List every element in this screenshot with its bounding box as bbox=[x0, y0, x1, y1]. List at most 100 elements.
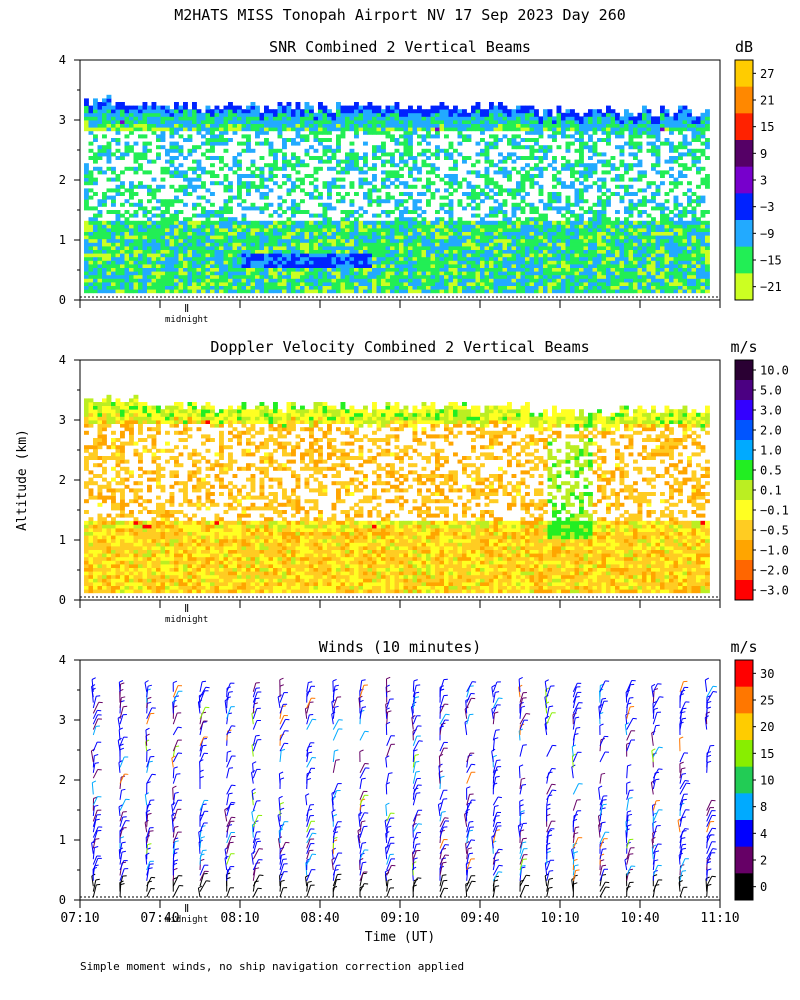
heatmap-cell bbox=[399, 242, 404, 247]
heatmap-cell bbox=[498, 220, 503, 225]
heatmap-cell bbox=[300, 235, 305, 240]
heatmap-cell bbox=[430, 231, 436, 236]
heatmap-cell bbox=[277, 120, 283, 124]
heatmap-cell bbox=[318, 159, 323, 164]
heatmap-cell bbox=[250, 256, 256, 261]
heatmap-cell bbox=[493, 105, 499, 110]
heatmap-cell bbox=[435, 130, 440, 135]
heatmap-cell bbox=[664, 206, 670, 211]
heatmap-cell bbox=[637, 242, 643, 247]
heatmap-cell bbox=[156, 123, 161, 128]
heatmap-cell bbox=[129, 253, 134, 258]
heatmap-cell bbox=[165, 224, 170, 229]
heatmap-cell bbox=[129, 148, 134, 153]
heatmap-cell bbox=[160, 213, 166, 218]
heatmap-cell bbox=[124, 271, 130, 276]
heatmap-cell bbox=[412, 224, 418, 229]
heatmap-cell bbox=[268, 264, 274, 268]
heatmap-cell bbox=[507, 274, 512, 279]
heatmap-cell bbox=[142, 210, 148, 214]
heatmap-cell bbox=[142, 170, 148, 175]
heatmap-cell bbox=[124, 152, 130, 157]
heatmap-cell bbox=[444, 256, 449, 261]
heatmap-cell bbox=[444, 195, 449, 200]
heatmap-cell bbox=[475, 274, 481, 279]
heatmap-cell bbox=[97, 228, 103, 232]
heatmap-cell bbox=[480, 109, 485, 114]
heatmap-cell bbox=[664, 116, 670, 121]
heatmap-cell bbox=[214, 213, 220, 218]
heatmap-cell bbox=[367, 130, 373, 135]
heatmap-cell bbox=[201, 231, 206, 236]
heatmap-cell bbox=[322, 120, 328, 124]
heatmap-cell bbox=[610, 285, 616, 290]
heatmap-cell bbox=[84, 253, 89, 258]
heatmap-cell bbox=[291, 231, 296, 236]
heatmap-cell bbox=[228, 105, 233, 110]
heatmap-cell bbox=[664, 138, 670, 142]
heatmap-cell bbox=[498, 166, 503, 171]
heatmap-cell bbox=[349, 199, 355, 204]
heatmap-cell bbox=[313, 278, 319, 283]
heatmap-cell bbox=[102, 152, 107, 157]
heatmap-cell bbox=[615, 238, 620, 243]
heatmap-cell bbox=[502, 123, 508, 128]
heatmap-cell bbox=[106, 159, 112, 164]
heatmap-cell bbox=[327, 181, 332, 186]
heatmap-cell bbox=[313, 285, 319, 290]
heatmap-cell bbox=[277, 102, 283, 106]
heatmap-cell bbox=[592, 224, 598, 229]
heatmap-cell bbox=[529, 177, 535, 182]
heatmap-cell bbox=[619, 235, 625, 240]
heatmap-cell bbox=[322, 105, 328, 110]
heatmap-cell bbox=[151, 120, 157, 124]
heatmap-cell bbox=[502, 105, 508, 110]
heatmap-cell bbox=[489, 224, 494, 229]
heatmap-cell bbox=[223, 228, 229, 232]
heatmap-cell bbox=[291, 202, 296, 207]
heatmap-cell bbox=[453, 159, 458, 164]
heatmap-cell bbox=[444, 188, 449, 193]
heatmap-cell bbox=[111, 177, 116, 182]
heatmap-cell bbox=[655, 145, 661, 150]
heatmap-cell bbox=[214, 256, 220, 261]
heatmap-cell bbox=[606, 274, 611, 279]
heatmap-cell bbox=[120, 242, 125, 247]
heatmap-cell bbox=[327, 123, 332, 128]
heatmap-cell bbox=[255, 130, 260, 135]
heatmap-cell bbox=[93, 159, 98, 164]
heatmap-cell bbox=[138, 181, 143, 186]
heatmap-cell bbox=[255, 220, 260, 225]
heatmap-cell bbox=[520, 271, 526, 276]
heatmap-cell bbox=[84, 267, 89, 272]
heatmap-cell bbox=[313, 228, 319, 232]
heatmap-cell bbox=[232, 109, 238, 114]
heatmap-cell bbox=[624, 116, 629, 121]
heatmap-cell bbox=[282, 116, 287, 121]
heatmap-cell bbox=[84, 206, 89, 211]
heatmap-cell bbox=[282, 159, 287, 164]
heatmap-cell bbox=[138, 260, 143, 265]
heatmap-cell bbox=[655, 156, 661, 160]
heatmap-cell bbox=[561, 224, 566, 229]
heatmap-cell bbox=[241, 120, 247, 124]
heatmap-cell bbox=[300, 112, 305, 117]
heatmap-cell bbox=[304, 238, 310, 243]
heatmap-cell bbox=[480, 289, 485, 294]
heatmap-cell bbox=[120, 152, 125, 157]
heatmap-cell bbox=[165, 105, 170, 110]
heatmap-cell bbox=[183, 156, 188, 160]
heatmap-cell bbox=[390, 112, 395, 117]
heatmap-cell bbox=[322, 246, 328, 250]
heatmap-cell bbox=[300, 278, 305, 283]
heatmap-cell bbox=[592, 202, 598, 207]
heatmap-cell bbox=[520, 109, 526, 114]
heatmap-cell bbox=[381, 109, 386, 114]
heatmap-cell bbox=[340, 224, 346, 229]
heatmap-cell bbox=[327, 235, 332, 240]
heatmap-cell bbox=[241, 217, 247, 222]
heatmap-cell bbox=[349, 256, 355, 261]
heatmap-cell bbox=[223, 285, 229, 290]
heatmap-cell bbox=[619, 163, 625, 168]
heatmap-cell bbox=[480, 224, 485, 229]
